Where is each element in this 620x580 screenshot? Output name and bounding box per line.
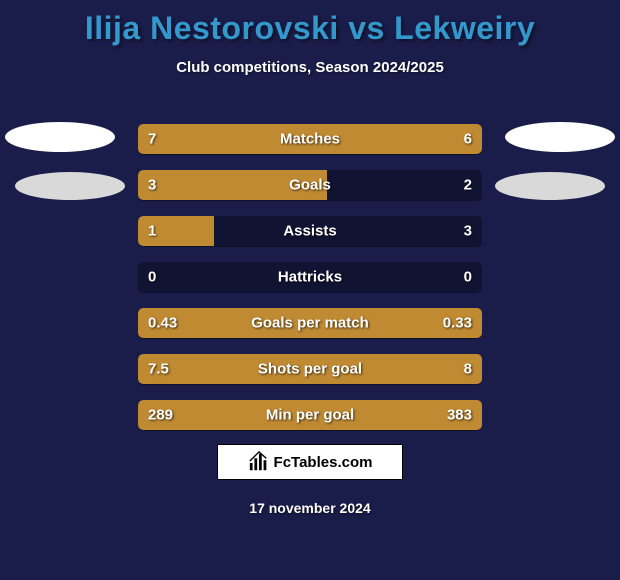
player2-photo-placeholder-b: [495, 172, 605, 200]
stat-label: Shots per goal: [138, 361, 482, 378]
stat-value-right: 3: [464, 223, 472, 240]
player1-photo-placeholder-b: [15, 172, 125, 200]
stat-label: Hattricks: [138, 269, 482, 286]
player2-photo-placeholder-a: [505, 122, 615, 152]
stat-label: Assists: [138, 223, 482, 240]
stat-label: Min per goal: [138, 407, 482, 424]
stat-row: 7Matches6: [138, 124, 482, 154]
bar-chart-icon: [248, 451, 270, 473]
stat-row: 289Min per goal383: [138, 400, 482, 430]
stat-value-right: 2: [464, 177, 472, 194]
stat-row: 7.5Shots per goal8: [138, 354, 482, 384]
stat-row: 0.43Goals per match0.33: [138, 308, 482, 338]
page-title: Ilija Nestorovski vs Lekweiry: [0, 0, 620, 47]
stat-label: Goals: [138, 177, 482, 194]
date-label: 17 november 2024: [0, 500, 620, 516]
subtitle: Club competitions, Season 2024/2025: [0, 59, 620, 76]
stat-row: 0Hattricks0: [138, 262, 482, 292]
brand-text: FcTables.com: [274, 454, 373, 471]
stat-value-right: 6: [464, 131, 472, 148]
stat-label: Matches: [138, 131, 482, 148]
stat-value-right: 8: [464, 361, 472, 378]
stats-container: 7Matches63Goals21Assists30Hattricks00.43…: [138, 124, 482, 446]
stat-value-right: 0: [464, 269, 472, 286]
player1-photo-placeholder-a: [5, 122, 115, 152]
stat-row: 3Goals2: [138, 170, 482, 200]
stat-row: 1Assists3: [138, 216, 482, 246]
brand-badge[interactable]: FcTables.com: [217, 444, 403, 480]
stat-value-right: 0.33: [443, 315, 472, 332]
stat-value-right: 383: [447, 407, 472, 424]
stat-label: Goals per match: [138, 315, 482, 332]
